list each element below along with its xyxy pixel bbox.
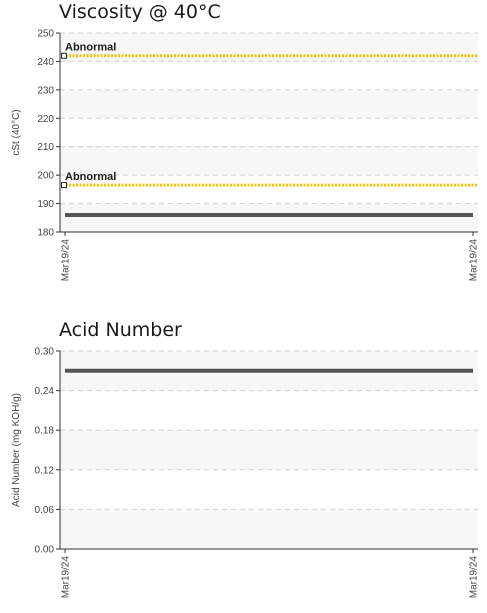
x-tick-label: Mar19/24 — [61, 239, 72, 282]
grid-band — [60, 89, 478, 119]
abnormal-limit-label: Abnormal — [65, 171, 116, 183]
abnormal-limit-marker — [61, 52, 67, 59]
viscosity-chart-panel: 180 190 200 210 220 230 240 250 Mar19/24 Mar19/24… — [0, 0, 487, 300]
y-tick-label: 240 — [37, 57, 54, 68]
x-tick-label: Mar19/24 — [61, 556, 72, 599]
abnormal-limit-label: Abnormal — [65, 42, 116, 54]
grid-band — [60, 430, 478, 470]
y-tick-label: 200 — [37, 171, 54, 182]
y-tick-label: 250 — [37, 29, 54, 40]
y-tick-label: 0.30 — [35, 347, 55, 358]
x-tick-label: Mar19/24 — [469, 239, 480, 282]
y-tick-label: 220 — [37, 114, 54, 125]
viscosity-chart: 180 190 200 210 220 230 240 250 Mar19/24 Mar19/24… — [11, 29, 480, 282]
y-tick-label: 0.00 — [35, 545, 55, 556]
grid-band — [60, 203, 478, 232]
grid-band — [60, 509, 478, 549]
y-tick-label: 0.06 — [35, 505, 55, 516]
y-tick-label: 230 — [37, 85, 54, 96]
y-axis-label: Acid Number (mg KOH/g) — [11, 393, 22, 507]
y-tick-label: 210 — [37, 142, 54, 153]
y-tick-label: 0.12 — [35, 465, 55, 476]
y-tick-label: 180 — [37, 228, 54, 239]
y-tick-label: 190 — [37, 199, 54, 210]
acid-number-chart: 0.00 0.06 0.12 0.18 0.24 0.30 Mar19/24 Mar19/24… — [11, 347, 480, 599]
y-tick-label: 0.18 — [35, 426, 55, 437]
y-axis-label: cSt (40°C) — [11, 109, 22, 155]
abnormal-limit-marker — [61, 182, 67, 189]
grid-band — [60, 146, 478, 176]
acid-number-chart-title: Acid Number — [59, 319, 182, 341]
viscosity-chart-title: Viscosity @ 40°C — [59, 1, 221, 23]
x-tick-label: Mar19/24 — [469, 556, 480, 599]
y-tick-label: 0.24 — [35, 386, 55, 397]
acid-number-chart-panel: 0.00 0.06 0.12 0.18 0.24 0.30 Mar19/24 Mar19/24… — [0, 318, 487, 613]
